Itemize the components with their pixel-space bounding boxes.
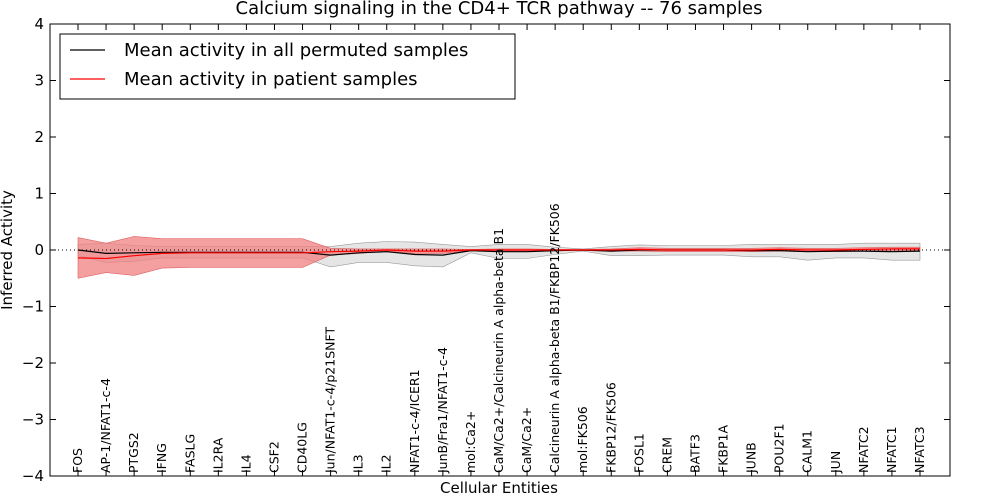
x-category-label: JUNB [744, 442, 759, 474]
y-tick-label: 0 [34, 241, 44, 259]
x-category-label: IL4 [238, 454, 253, 473]
x-category-label: JUN [828, 451, 843, 474]
x-category-label: mol:Ca2+ [463, 411, 478, 473]
legend-label-patient: Mean activity in patient samples [124, 69, 418, 90]
y-tick-label: 2 [34, 128, 44, 146]
y-tick-label: 3 [34, 72, 44, 90]
y-tick-label: 1 [34, 185, 44, 203]
y-axis-label: Inferred Activity [0, 190, 16, 310]
x-category-label: CSF2 [266, 441, 281, 473]
x-category-label: FOS [70, 448, 85, 473]
x-category-label: AP-1/NFAT1-c-4 [98, 378, 113, 473]
y-tick-label: 4 [34, 15, 44, 33]
x-category-label: mol:FK506 [575, 406, 590, 473]
x-category-label: PTGS2 [126, 432, 141, 473]
x-category-label: CREM [659, 437, 674, 473]
x-category-label: NFAT1-c-4/ICER1 [407, 369, 422, 473]
x-axis: FOS AP-1/NFAT1-c-4 PTGS2 IFNG FASLG IL2RA IL4 C… [70, 24, 927, 476]
plot-area [50, 236, 950, 279]
x-category-label: IFNG [154, 443, 169, 473]
x-category-label: Jun/NFAT1-c-4/p21SNFT [323, 327, 338, 474]
legend-box [59, 33, 516, 100]
y-tick-label: −3 [22, 411, 44, 429]
x-category-label: IL2 [379, 454, 394, 473]
x-category-label: CaM/Ca2+/Calcineurin A alpha-beta B1 [491, 228, 506, 473]
chart-title: Calcium signaling in the CD4+ TCR pathwa… [236, 0, 763, 19]
x-category-label: CALM1 [800, 430, 815, 473]
y-tick-label: −2 [22, 354, 44, 372]
x-category-label: NFATC3 [912, 426, 927, 473]
x-category-label: NFATC2 [856, 426, 871, 473]
x-category-label: JunB/Fra1/NFAT1-c-4 [435, 347, 450, 474]
x-category-label: FKBP1A [716, 425, 731, 473]
x-category-label: FOSL1 [631, 433, 646, 473]
x-category-label: FKBP12/FK506 [603, 382, 618, 473]
x-category-label: IL2RA [210, 437, 225, 473]
y-tick-label: −1 [22, 298, 44, 316]
series-line-patient [77, 248, 920, 260]
x-category-label: BATF3 [687, 434, 702, 473]
legend-label-permuted: Mean activity in all permuted samples [124, 40, 468, 61]
x-category-label: POU2F1 [772, 423, 787, 473]
x-axis-label: Cellular Entities [440, 479, 558, 497]
y-axis: −4 −3 −2 −1 0 1 2 3 4 [22, 15, 950, 485]
x-category-label: IL3 [351, 454, 366, 473]
x-category-label: Calcineurin A alpha-beta B1/FKBP12/FK506 [547, 203, 562, 473]
x-category-label: FASLG [182, 434, 197, 473]
legend: Mean activity in all permuted samples Me… [59, 33, 516, 100]
x-category-label: NFATC1 [884, 426, 899, 473]
x-category-label: CaM/Ca2+ [519, 407, 534, 473]
x-category-label: CD40LG [295, 422, 310, 473]
y-tick-label: −4 [22, 467, 44, 485]
